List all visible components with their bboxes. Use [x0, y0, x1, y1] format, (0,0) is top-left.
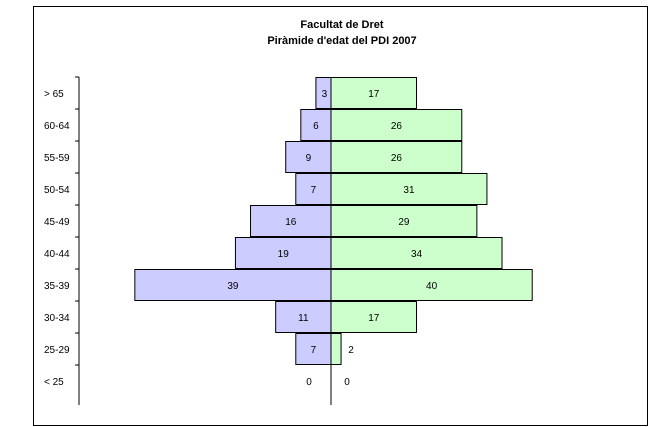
bar-right-30-34 [330, 301, 418, 333]
category-label-45-49: 45-49 [44, 217, 70, 228]
data-label-right-30-34: 17 [368, 313, 380, 324]
data-label-left-45-49: 16 [285, 217, 297, 228]
population-pyramid-chart: Facultat de Dret Piràmide d'edat del PDI… [44, 19, 533, 405]
category-label-25: < 25 [44, 377, 64, 388]
data-label-right-35-39: 40 [426, 281, 438, 292]
bar-right-65 [330, 77, 418, 109]
bars-group: 3 17 6 26 9 26 7 31 16 29 19 34 39 40 11 17 7 2 0 0 [134, 77, 533, 388]
bar-left-40-44 [234, 237, 332, 269]
category-label-60-64: 60-64 [44, 121, 70, 132]
chart-subtitle: Piràmide d'edat del PDI 2007 [267, 35, 416, 47]
data-label-left-60-64: 6 [313, 121, 319, 132]
bar-right-35-39 [330, 269, 533, 301]
category-label-55-59: 55-59 [44, 153, 70, 164]
data-label-left-25-29: 7 [311, 345, 317, 356]
data-label-right-25: 0 [344, 377, 350, 388]
data-label-left-40-44: 19 [278, 249, 290, 260]
data-label-right-40-44: 34 [411, 249, 423, 260]
data-label-right-25-29: 2 [348, 345, 354, 356]
data-label-right-55-59: 26 [391, 153, 403, 164]
data-label-right-45-49: 29 [398, 217, 410, 228]
data-label-left-65: 3 [322, 89, 328, 100]
data-label-right-65: 17 [368, 89, 380, 100]
category-ticks-group: > 65 60-64 55-59 50-54 45-49 40-44 35-39 30-34 2… [44, 76, 79, 388]
data-label-left-25: 0 [306, 377, 312, 388]
chart-frame: Facultat de Dret Piràmide d'edat del PDI… [33, 6, 648, 426]
category-label-25-29: 25-29 [44, 345, 70, 356]
bar-left-30-34 [275, 301, 332, 333]
chart-title: Facultat de Dret [300, 19, 383, 31]
category-label-35-39: 35-39 [44, 281, 70, 292]
data-label-left-30-34: 11 [298, 313, 309, 324]
category-label-30-34: 30-34 [44, 313, 70, 324]
bar-right-25-29 [330, 333, 342, 365]
category-label-40-44: 40-44 [44, 249, 70, 260]
bar-right-60-64 [330, 109, 463, 141]
bar-left-55-59 [285, 141, 332, 173]
data-label-right-50-54: 31 [403, 185, 415, 196]
bar-right-45-49 [330, 205, 478, 237]
bar-left-50-54 [295, 173, 332, 205]
category-label-65: > 65 [44, 89, 64, 100]
bar-left-35-39 [134, 269, 332, 301]
bar-right-50-54 [330, 173, 488, 205]
data-label-right-60-64: 26 [391, 121, 403, 132]
bar-left-60-64 [300, 109, 332, 141]
data-label-left-55-59: 9 [306, 153, 312, 164]
category-label-50-54: 50-54 [44, 185, 70, 196]
data-label-left-35-39: 39 [227, 281, 239, 292]
data-label-left-50-54: 7 [311, 185, 317, 196]
